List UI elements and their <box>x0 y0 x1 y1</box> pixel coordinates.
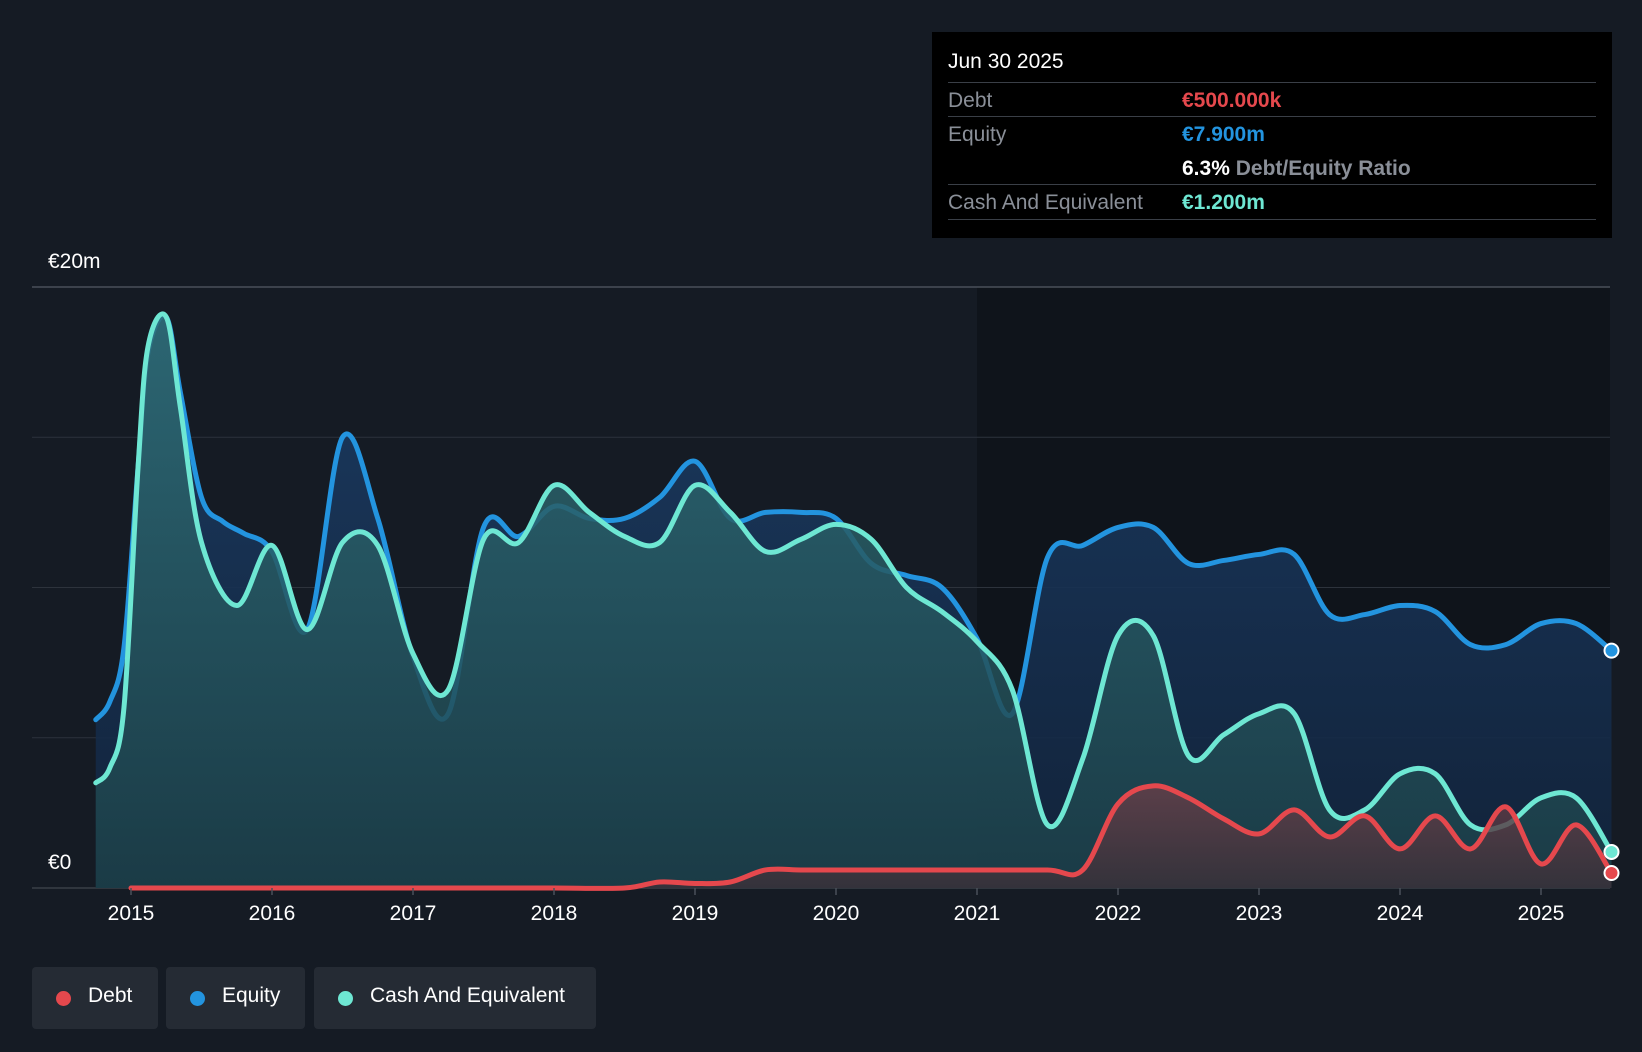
x-tick-label: 2017 <box>390 902 437 925</box>
x-tick-label: 2021 <box>954 902 1001 925</box>
debt-end-marker[interactable] <box>1603 864 1620 881</box>
tooltip-cash-row: Cash And Equivalent €1.200m <box>948 184 1596 220</box>
tooltip-debt-row: Debt €500.000k <box>948 82 1596 117</box>
x-tick-label: 2025 <box>1518 902 1565 925</box>
legend-cash-label: Cash And Equivalent <box>370 984 565 1007</box>
y-tick-label-bottom: €0 <box>48 851 72 874</box>
legend-cash-dot-icon <box>338 991 353 1006</box>
debt-area <box>131 785 1612 889</box>
y-tick-label-top: €20m <box>48 250 101 273</box>
legend-debt-dot-icon <box>56 991 71 1006</box>
tooltip-equity-value: €7.900m <box>1182 123 1265 146</box>
equity-line <box>93 313 1614 723</box>
legend-item-equity[interactable]: Equity <box>166 967 305 1029</box>
x-tick-label: 2020 <box>813 902 860 925</box>
x-tick-label: 2019 <box>672 902 719 925</box>
x-tick-label: 2022 <box>1095 902 1142 925</box>
cash-area <box>95 313 1612 888</box>
legend-equity-dot-icon <box>190 991 205 1006</box>
legend-equity-label: Equity <box>222 984 281 1007</box>
cash-line <box>93 311 1614 855</box>
tooltip-cash-value: €1.200m <box>1182 191 1265 214</box>
legend-item-cash[interactable]: Cash And Equivalent <box>314 967 596 1029</box>
tooltip-ratio-value: 6.3% <box>1182 157 1230 180</box>
debt-line <box>128 783 1614 891</box>
x-tick-label: 2024 <box>1377 902 1424 925</box>
tooltip-ratio: 6.3% Debt/Equity Ratio <box>1182 157 1411 181</box>
x-tick-label: 2018 <box>531 902 578 925</box>
x-axis-ticks: 2015 2016 2017 2018 2019 2020 2021 2022 2023 2024… <box>108 888 1565 925</box>
tooltip-cash-label: Cash And Equivalent <box>948 191 1143 214</box>
x-tick-label: 2015 <box>108 902 155 925</box>
tooltip-date: Jun 30 2025 <box>948 50 1064 73</box>
x-tick-label: 2016 <box>249 902 296 925</box>
equity-end-marker[interactable] <box>1603 642 1620 659</box>
legend-debt-label: Debt <box>88 984 133 1007</box>
tooltip-equity-label: Equity <box>948 123 1007 146</box>
tooltip-equity-row: Equity €7.900m 6.3% Debt/Equity Ratio <box>948 116 1596 185</box>
legend-item-debt[interactable]: Debt <box>32 967 158 1029</box>
tooltip: Jun 30 2025 Debt €500.000k Equity €7.900… <box>932 32 1612 238</box>
x-tick-label: 2023 <box>1236 902 1283 925</box>
tooltip-debt-label: Debt <box>948 89 993 112</box>
tooltip-debt-value: €500.000k <box>1182 89 1282 112</box>
tooltip-ratio-label: Debt/Equity Ratio <box>1235 157 1411 180</box>
series-layer <box>93 311 1620 891</box>
cash-end-marker[interactable] <box>1603 843 1620 860</box>
